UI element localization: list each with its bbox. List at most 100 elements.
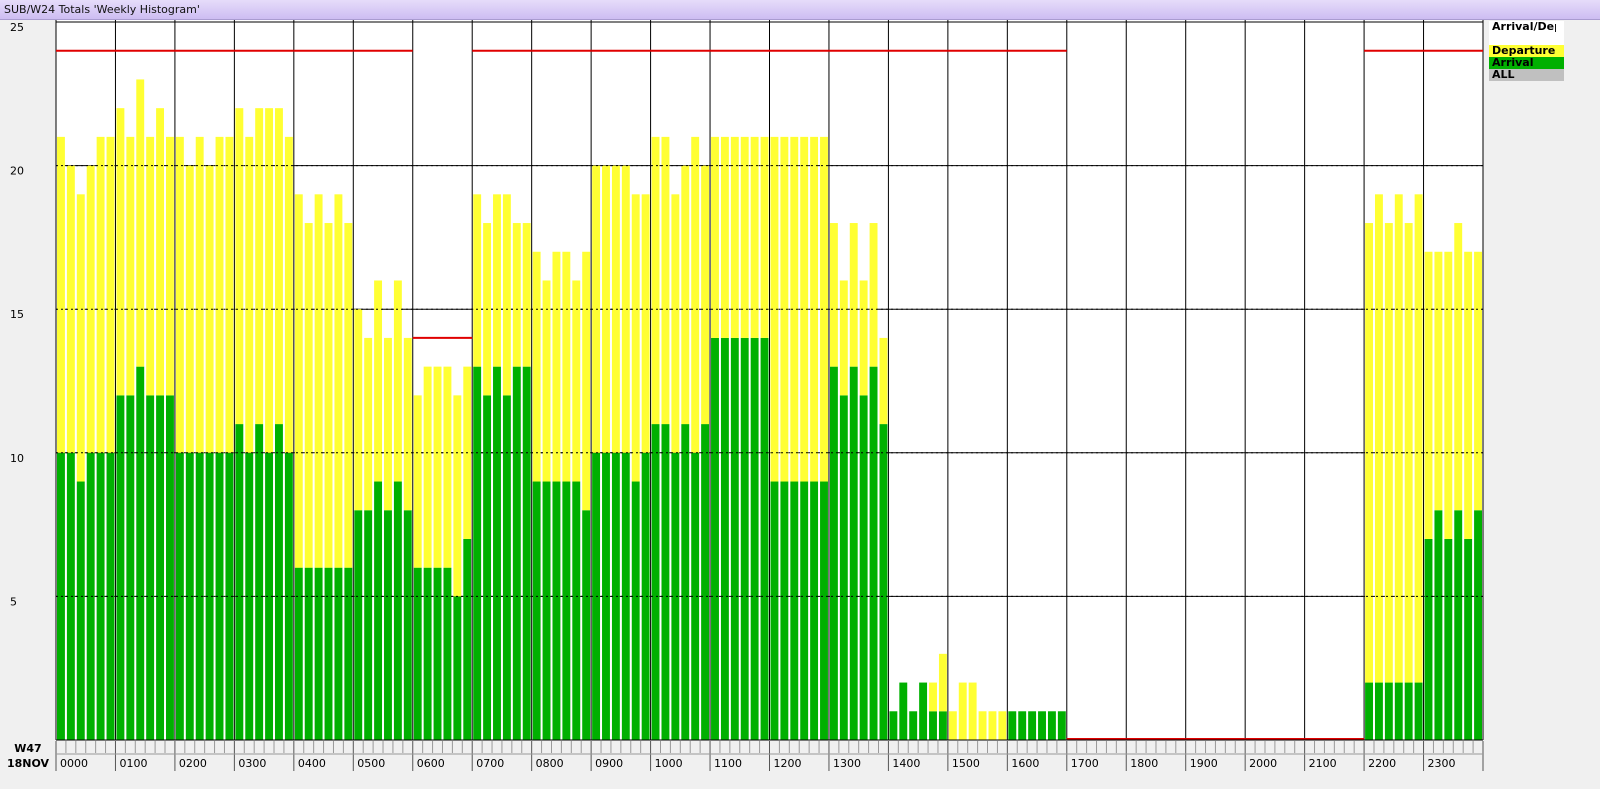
bar-segment xyxy=(1374,194,1383,683)
bar-segment xyxy=(1008,711,1017,740)
bar-segment xyxy=(929,682,937,712)
bar-segment xyxy=(175,136,184,453)
legend-item: Departure xyxy=(1489,45,1564,57)
bar-segment xyxy=(185,452,194,740)
bar-segment xyxy=(146,136,155,396)
bar-segment xyxy=(1047,711,1056,740)
bar-segment xyxy=(720,337,729,740)
bar-segment xyxy=(1444,538,1453,740)
bar-segment xyxy=(245,452,254,740)
bar-segment xyxy=(740,136,749,338)
bar-segment xyxy=(235,108,244,425)
bar-segment xyxy=(691,136,700,453)
bar-segment xyxy=(829,366,838,740)
bar-segment xyxy=(552,481,561,740)
bar-segment xyxy=(225,452,234,740)
y-tick-label: 5 xyxy=(10,595,17,608)
bar-segment xyxy=(532,251,541,482)
bar-segment xyxy=(275,108,283,425)
x-tick-label: 0500 xyxy=(357,757,385,770)
x-tick-label: 1400 xyxy=(892,757,920,770)
bar-segment xyxy=(1404,223,1413,683)
bar-segment xyxy=(572,481,581,740)
bar-segment xyxy=(859,280,868,396)
bar-segment xyxy=(463,538,472,740)
bar-segment xyxy=(800,136,809,482)
bar-segment xyxy=(730,136,739,338)
bar-segment xyxy=(602,452,610,740)
bar-segment xyxy=(849,366,858,740)
bar-segment xyxy=(1464,538,1473,740)
bar-segment xyxy=(1454,510,1463,740)
bar-segment xyxy=(324,223,333,568)
bar-segment xyxy=(1028,711,1037,740)
bar-segment xyxy=(324,567,333,740)
bar-segment xyxy=(166,395,174,740)
bar-segment xyxy=(512,366,521,740)
bar-segment xyxy=(403,337,412,511)
bar-segment xyxy=(542,280,551,482)
bar-segment xyxy=(1434,251,1443,511)
bar-segment xyxy=(998,711,1007,740)
bar-segment xyxy=(948,711,957,740)
y-tick-label: 20 xyxy=(10,165,24,178)
bar-segment xyxy=(255,424,264,740)
legend-item: Arrival xyxy=(1489,57,1564,69)
bar-segment xyxy=(651,136,660,425)
bar-segment xyxy=(938,653,947,712)
x-tick-label: 1800 xyxy=(1130,757,1158,770)
bar-segment xyxy=(938,711,947,740)
bar-segment xyxy=(562,251,571,482)
bar-segment xyxy=(859,395,868,740)
bar-segment xyxy=(265,452,274,740)
bar-segment xyxy=(205,452,214,740)
bar-segment xyxy=(493,194,501,367)
bar-segment xyxy=(403,510,412,740)
bar-segment xyxy=(66,452,75,740)
bar-segment xyxy=(265,108,274,453)
bar-segment xyxy=(572,280,581,482)
bar-segment xyxy=(1424,538,1433,740)
bar-segment xyxy=(493,366,501,740)
bar-segment xyxy=(354,510,363,740)
bar-segment xyxy=(958,682,967,740)
bar-segment xyxy=(334,567,343,740)
x-tick-label: 0000 xyxy=(60,757,88,770)
legend-item: ALL xyxy=(1489,69,1564,81)
bar-segment xyxy=(631,481,640,740)
bar-segment xyxy=(195,136,204,453)
bar-segment xyxy=(522,366,531,740)
bar-segment xyxy=(76,481,85,740)
bar-segment xyxy=(146,395,155,740)
bar-segment xyxy=(1434,510,1443,740)
bar-segment xyxy=(96,136,105,453)
bar-segment xyxy=(849,223,858,367)
bar-segment xyxy=(304,567,313,740)
bar-segment xyxy=(790,136,799,482)
bar-segment xyxy=(562,481,571,740)
bar-segment xyxy=(542,481,551,740)
bar-segment xyxy=(116,395,125,740)
bar-segment xyxy=(294,567,303,740)
bar-segment xyxy=(810,136,819,482)
bar-segment xyxy=(334,194,343,568)
x-tick-label: 2100 xyxy=(1309,757,1337,770)
bar-segment xyxy=(1454,223,1463,511)
x-tick-label: 2000 xyxy=(1249,757,1277,770)
bar-segment xyxy=(1365,682,1373,740)
x-tick-label: 2200 xyxy=(1368,757,1396,770)
bar-segment xyxy=(740,337,749,740)
bar-segment xyxy=(790,481,799,740)
bar-segment xyxy=(116,108,125,396)
bar-segment xyxy=(136,79,145,367)
bar-segment xyxy=(988,711,997,740)
bar-segment xyxy=(770,481,779,740)
bar-segment xyxy=(443,366,452,568)
bar-segment xyxy=(1384,682,1393,740)
bar-segment xyxy=(374,280,383,482)
bar-segment xyxy=(96,452,105,740)
bar-segment xyxy=(106,136,115,453)
week-label: W47 xyxy=(14,742,41,755)
bar-segment xyxy=(433,366,442,568)
